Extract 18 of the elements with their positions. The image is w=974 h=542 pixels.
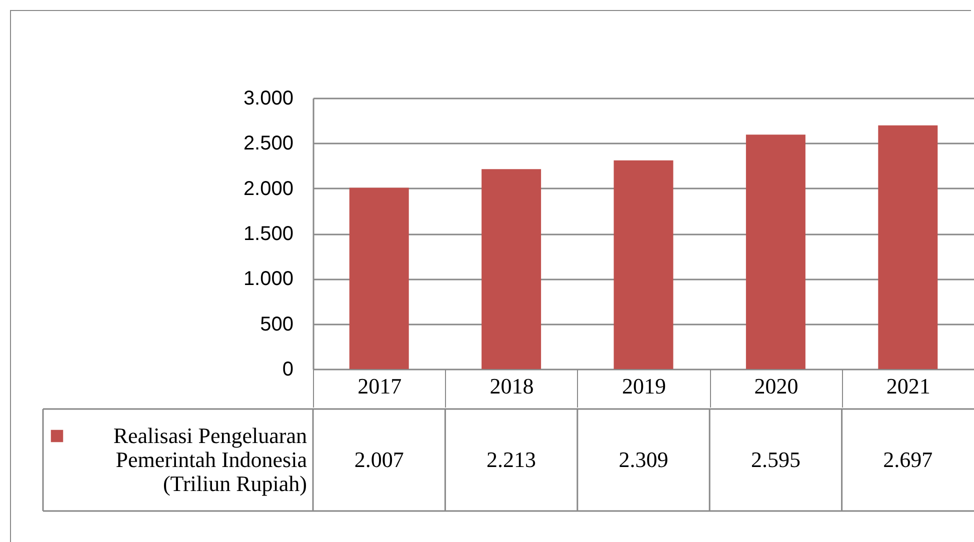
y-tick-label: 500 [260, 313, 294, 336]
y-tick-label: 1.500 [243, 223, 294, 245]
y-tick-label: 1.000 [243, 268, 294, 290]
y-tick-label: 2.000 [243, 178, 294, 200]
x-tick-label: 2017 [358, 374, 402, 398]
y-tick-label: 2.500 [243, 132, 294, 155]
x-tick-label: 2021 [886, 374, 930, 398]
y-tick-label: 0 [282, 358, 294, 380]
data-label: 2.007 [354, 447, 404, 472]
x-tick-label: 2018 [490, 374, 534, 398]
data-label: 2.309 [618, 447, 668, 472]
data-label: 2.697 [883, 447, 933, 472]
legend-label: Realisasi Pengeluaran Pemerintah Indonesia (Triliun Rupiah) [113, 423, 308, 496]
x-tick-label: 2020 [754, 374, 798, 398]
data-label: 2.213 [486, 447, 536, 472]
y-tick-label: 3.000 [243, 88, 294, 110]
x-tick-label: 2019 [622, 374, 666, 398]
data-label: 2.595 [750, 447, 800, 472]
